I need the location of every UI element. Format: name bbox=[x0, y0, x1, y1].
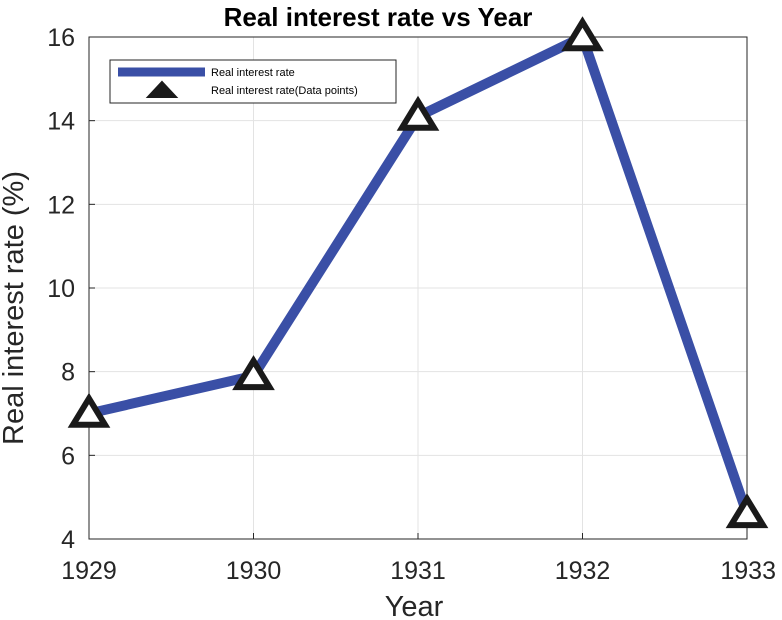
legend: Real interest rate Real interest rate(Da… bbox=[109, 59, 397, 104]
x-tick-label: 1930 bbox=[226, 557, 282, 585]
y-axis-label: Real interest rate (%) bbox=[0, 171, 30, 445]
y-tick-label: 4 bbox=[61, 526, 75, 554]
y-tick-label: 6 bbox=[61, 442, 75, 470]
data-points bbox=[67, 16, 769, 529]
y-tick-label: 8 bbox=[61, 359, 75, 387]
y-tick-label: 16 bbox=[47, 24, 75, 52]
x-axis: 1929 1930 1931 1932 1933 bbox=[61, 533, 776, 585]
legend-marker-swatch bbox=[145, 80, 179, 98]
data-point-marker bbox=[396, 95, 440, 131]
x-tick-label: 1929 bbox=[61, 557, 117, 585]
y-axis: 4 6 8 10 12 14 16 bbox=[47, 24, 95, 554]
legend-label-line: Real interest rate bbox=[211, 67, 295, 79]
y-tick-label: 12 bbox=[47, 191, 75, 219]
y-tick-label: 10 bbox=[47, 275, 75, 303]
y-tick-label: 14 bbox=[47, 108, 75, 136]
data-point-marker bbox=[67, 392, 111, 428]
x-tick-label: 1933 bbox=[720, 557, 776, 585]
data-point-marker bbox=[725, 493, 769, 529]
x-tick-label: 1932 bbox=[555, 557, 611, 585]
x-tick-label: 1931 bbox=[390, 557, 446, 585]
data-point-marker bbox=[561, 16, 604, 52]
x-axis-label: Year bbox=[385, 591, 444, 620]
data-point-marker bbox=[232, 355, 275, 391]
legend-label-markers: Real interest rate(Data points) bbox=[211, 85, 358, 97]
chart-title: Real interest rate vs Year bbox=[224, 2, 533, 32]
